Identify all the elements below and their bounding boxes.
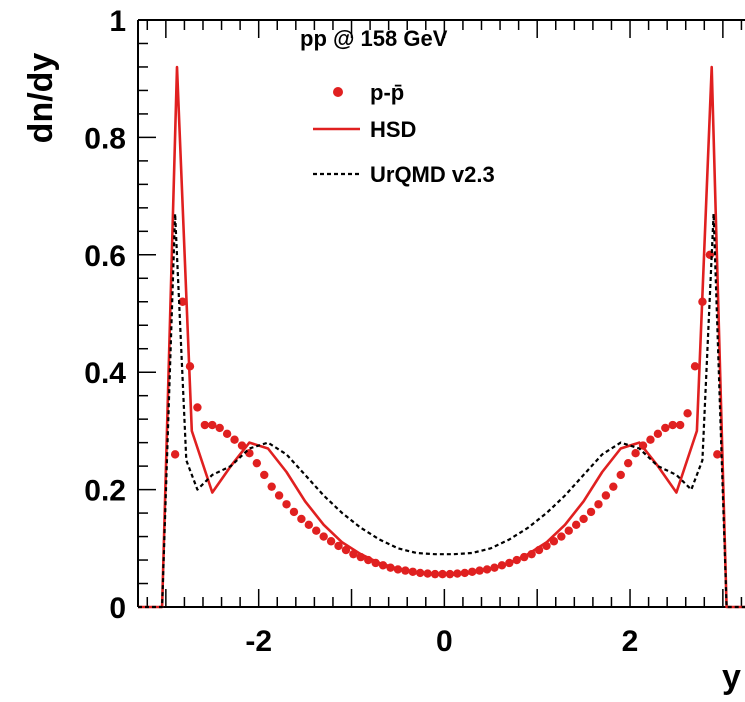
data-point [319,532,328,541]
legend: pp @ 158 GeV p-p̄ HSD UrQMD v2.3 [300,26,495,187]
data-point [609,482,618,491]
data-point [571,520,581,530]
x-tick-label: 2 [622,625,639,658]
legend-entry-label: p-p̄ [370,80,404,105]
data-point [274,491,284,500]
series-layer [138,65,745,609]
x-tick-label: 0 [436,625,453,658]
data-point [170,450,180,459]
legend-marker-points [333,87,343,97]
y-tick-label: 0.8 [84,122,126,155]
data-point [304,520,314,530]
y-tick-label: 0.6 [84,240,126,273]
x-axis-ticks: -2 0 2 [146,20,743,658]
data-point [341,545,351,555]
series-proton-antiproton-points [170,250,722,579]
series-hsd-line [138,65,745,609]
series-urqmd-line [138,212,745,609]
data-point [230,435,239,444]
data-point [549,537,559,546]
data-point [178,297,187,306]
y-axis-ticks: 0 0.2 0.4 0.6 0.8 1 [84,5,156,625]
y-axis-label: dn/dy [22,53,60,144]
data-point [683,409,692,418]
data-point [616,470,625,480]
x-axis-label: y [722,658,741,696]
data-point [282,500,291,509]
data-point [557,532,566,541]
data-point [260,470,269,480]
data-point [252,458,262,468]
data-point [668,420,677,430]
data-point [297,514,306,524]
data-point [675,420,685,430]
y-tick-label: 0.4 [84,357,126,390]
legend-title: pp @ 158 GeV [300,26,448,51]
data-point [222,429,232,439]
data-point [646,435,655,444]
data-point [661,423,670,433]
x-tick-label: -2 [245,625,272,658]
plot-frame [137,19,745,608]
data-point [200,420,210,430]
data-point [208,420,217,430]
y-tick-label: 0 [109,592,126,625]
y-tick-label: 0.2 [84,475,126,508]
data-point [289,507,299,517]
data-point [326,537,336,546]
data-point [653,429,663,439]
data-point [312,526,321,535]
data-point [631,449,640,458]
data-point [713,450,722,459]
data-point [586,507,596,517]
legend-entry-label: UrQMD v2.3 [370,162,495,187]
data-point [690,362,700,371]
y-tick-label: 1 [109,5,126,38]
data-point [193,403,202,412]
data-point [564,526,573,535]
data-point [601,491,611,500]
data-point [579,514,588,524]
data-point [215,423,224,433]
data-point [267,482,276,491]
data-point [623,458,633,468]
data-point [594,500,603,509]
data-point [334,541,343,551]
legend-entry-label: HSD [370,117,416,142]
